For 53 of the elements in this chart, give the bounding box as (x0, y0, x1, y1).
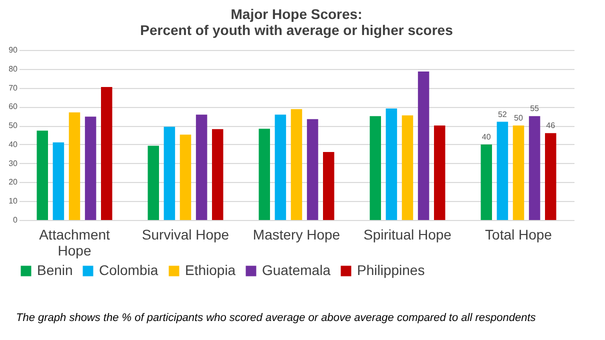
bar (528, 116, 540, 220)
y-tick-label: 40 (8, 140, 18, 149)
legend-label: Guatemala (262, 262, 331, 278)
data-label: 50 (514, 114, 524, 123)
data-label: 55 (530, 104, 540, 114)
y-tick-label: 50 (8, 121, 18, 130)
bar (434, 126, 446, 220)
bar (258, 128, 270, 220)
bar (68, 112, 80, 220)
bar (274, 114, 286, 220)
bar (306, 119, 318, 220)
data-label: 52 (498, 110, 508, 119)
x-tick-label: Attachment Hope (39, 226, 110, 258)
bar (212, 129, 224, 220)
data-label: 46 (546, 121, 556, 130)
y-tick-label: 80 (8, 64, 18, 74)
bar (148, 146, 159, 220)
bar (164, 126, 176, 220)
bar (84, 116, 96, 220)
bar (512, 126, 524, 220)
x-tick-label: Survival Hope (142, 226, 230, 242)
y-tick-label: 30 (8, 158, 18, 168)
y-tick-label: 90 (8, 46, 18, 54)
bar (52, 142, 64, 220)
bar (370, 116, 381, 220)
legend-label: Ethiopia (185, 262, 236, 278)
bar (418, 72, 430, 220)
legend-label: Benin (37, 262, 73, 278)
x-tick-label: Spiritual Hope (364, 226, 452, 242)
bar (545, 133, 556, 220)
x-tick-label: Total Hope (485, 226, 552, 242)
chart-title: Major Hope Scores: (230, 6, 362, 22)
bar (402, 115, 414, 220)
bar (386, 108, 398, 220)
bar (480, 144, 492, 220)
data-label: 40 (482, 132, 492, 142)
bar (36, 130, 48, 220)
bar (196, 114, 208, 220)
text: The graph shows the % of participants who scored average or above average compared to all respondents (16, 312, 536, 324)
bar (323, 152, 334, 220)
y-tick-label: 60 (8, 102, 18, 112)
bar (290, 109, 302, 220)
y-tick-label: 20 (8, 178, 18, 187)
legend-label: Philippines (357, 262, 425, 278)
bar (496, 122, 508, 220)
x-tick-label: Mastery Hope (252, 226, 340, 242)
chart-subtitle: Percent of youth with average or higher scores (140, 22, 454, 38)
y-tick-label: 0 (13, 216, 18, 224)
bar (180, 134, 192, 220)
y-tick-label: 10 (8, 196, 18, 206)
y-tick-label: 70 (8, 83, 18, 92)
bar (101, 87, 112, 220)
legend-label: Colombia (99, 262, 158, 278)
